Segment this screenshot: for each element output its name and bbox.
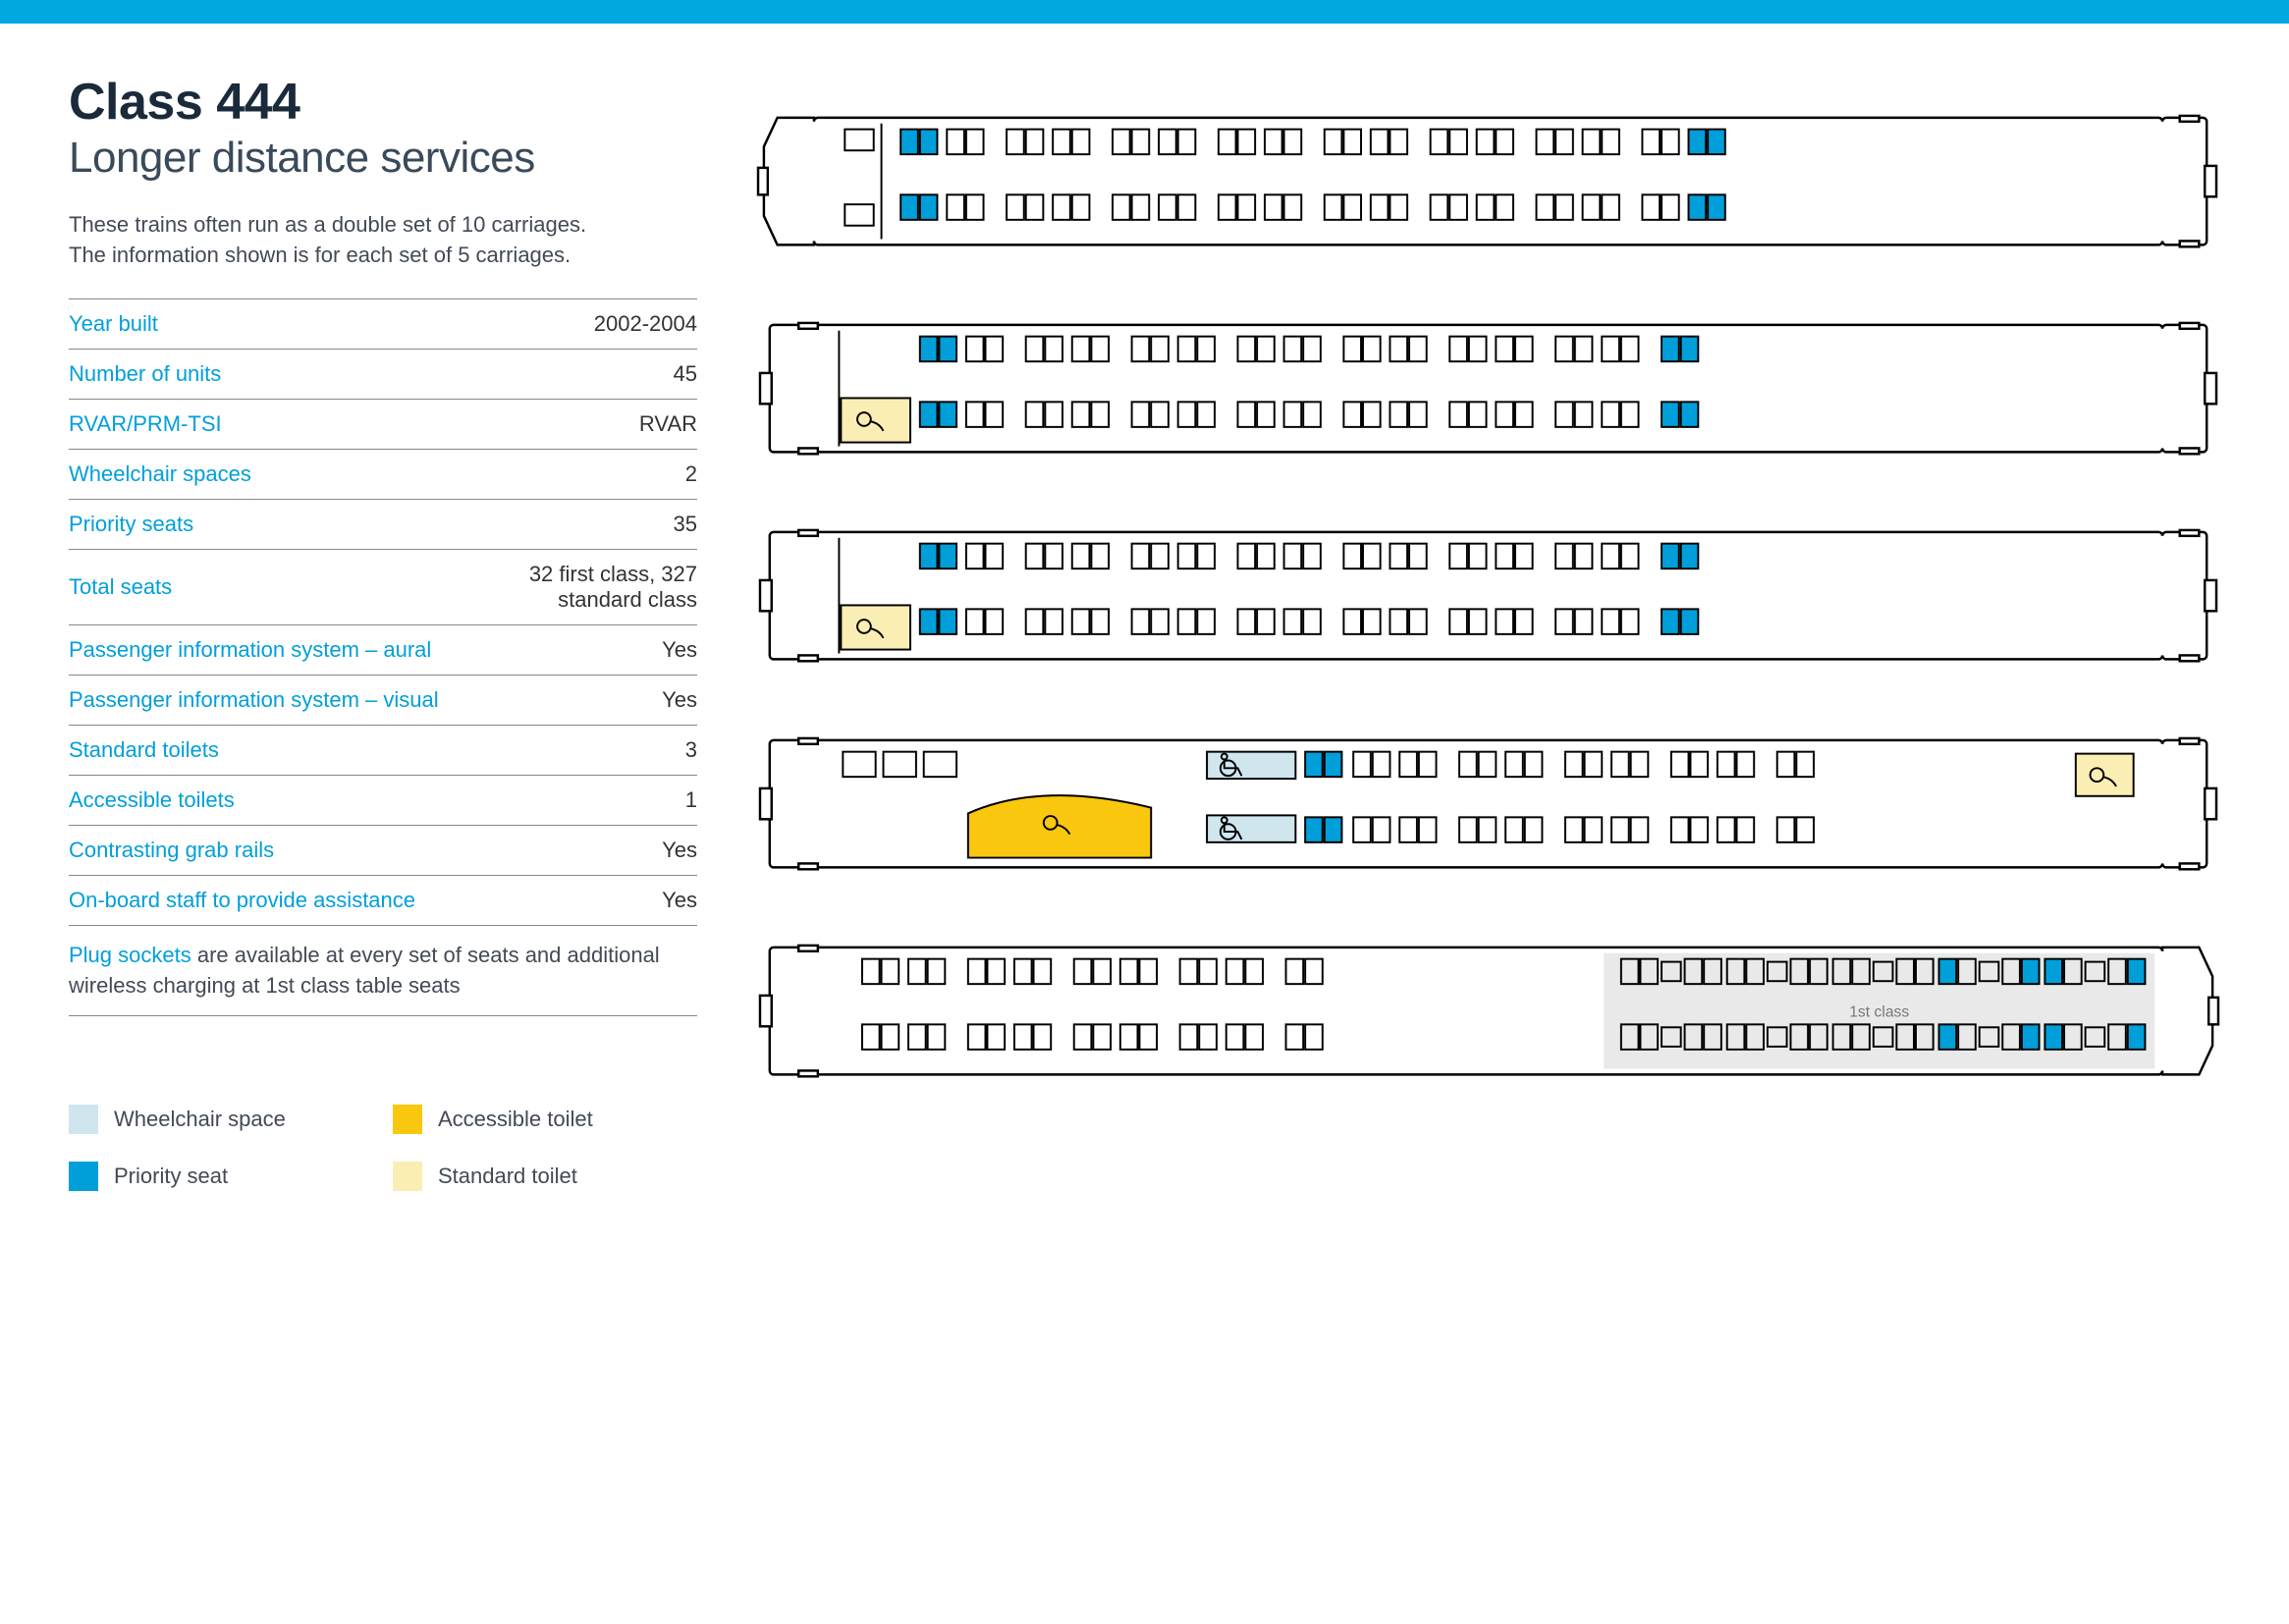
spec-label: Priority seats bbox=[69, 499, 446, 549]
spec-value: 45 bbox=[446, 349, 697, 399]
spec-row: Passenger information system – visualYes bbox=[69, 675, 697, 725]
spec-label: Contrasting grab rails bbox=[69, 825, 446, 875]
spec-row: Accessible toilets1 bbox=[69, 775, 697, 825]
spec-value: 32 first class, 327 standard class bbox=[446, 549, 697, 624]
spec-label: Accessible toilets bbox=[69, 775, 446, 825]
legend-swatch bbox=[69, 1105, 98, 1134]
spec-row: On-board staff to provide assistanceYes bbox=[69, 875, 697, 925]
legend-item: Wheelchair space bbox=[69, 1105, 373, 1134]
legend-label: Standard toilet bbox=[438, 1164, 577, 1189]
spec-row: Number of units45 bbox=[69, 349, 697, 399]
spec-label: On-board staff to provide assistance bbox=[69, 875, 446, 925]
carriage-car3 bbox=[756, 526, 2220, 667]
svg-text:1st class: 1st class bbox=[1849, 1003, 1909, 1020]
carriage-car2 bbox=[756, 319, 2220, 460]
carriage-car5: 1st class bbox=[756, 942, 2220, 1082]
spec-row: Passenger information system – auralYes bbox=[69, 624, 697, 675]
spec-value: 3 bbox=[446, 725, 697, 775]
spec-row: Total seats32 first class, 327 standard … bbox=[69, 549, 697, 624]
spec-value: 2002-2004 bbox=[446, 298, 697, 349]
spec-value: 1 bbox=[446, 775, 697, 825]
intro-text: These trains often run as a double set o… bbox=[69, 210, 697, 271]
legend-item: Priority seat bbox=[69, 1162, 373, 1191]
legend-swatch bbox=[69, 1162, 98, 1191]
spec-value: 35 bbox=[446, 499, 697, 549]
spec-table: Year built2002-2004Number of units45RVAR… bbox=[69, 298, 697, 926]
spec-row: Priority seats35 bbox=[69, 499, 697, 549]
spec-row: Wheelchair spaces2 bbox=[69, 449, 697, 499]
spec-label: Wheelchair spaces bbox=[69, 449, 446, 499]
spec-row: Year built2002-2004 bbox=[69, 298, 697, 349]
legend-item: Accessible toilet bbox=[393, 1105, 697, 1134]
page-subtitle: Longer distance services bbox=[69, 134, 697, 183]
spec-value: Yes bbox=[446, 825, 697, 875]
spec-value: RVAR bbox=[446, 399, 697, 449]
top-accent-bar bbox=[0, 0, 2289, 24]
spec-label: Number of units bbox=[69, 349, 446, 399]
legend-label: Accessible toilet bbox=[438, 1107, 593, 1132]
diagram-column: 1st class bbox=[756, 73, 2220, 1191]
legend-swatch bbox=[393, 1162, 422, 1191]
spec-label: Passenger information system – aural bbox=[69, 624, 446, 675]
legend-label: Priority seat bbox=[114, 1164, 228, 1189]
spec-value: Yes bbox=[446, 675, 697, 725]
spec-value: 2 bbox=[446, 449, 697, 499]
legend-item: Standard toilet bbox=[393, 1162, 697, 1191]
page-title: Class 444 bbox=[69, 73, 697, 132]
spec-row: RVAR/PRM-TSIRVAR bbox=[69, 399, 697, 449]
spec-row: Contrasting grab railsYes bbox=[69, 825, 697, 875]
legend-label: Wheelchair space bbox=[114, 1107, 286, 1132]
spec-label: Standard toilets bbox=[69, 725, 446, 775]
plug-sockets-note: Plug sockets are available at every set … bbox=[69, 926, 697, 1017]
spec-value: Yes bbox=[446, 875, 697, 925]
spec-value: Yes bbox=[446, 624, 697, 675]
carriage-car1 bbox=[756, 112, 2220, 252]
spec-label: Total seats bbox=[69, 549, 446, 624]
carriage-car4 bbox=[756, 734, 2220, 875]
spec-label: Passenger information system – visual bbox=[69, 675, 446, 725]
spec-label: RVAR/PRM-TSI bbox=[69, 399, 446, 449]
legend: Wheelchair space Accessible toilet Priorit… bbox=[69, 1105, 697, 1191]
info-column: Class 444 Longer distance services These… bbox=[69, 73, 697, 1191]
spec-label: Year built bbox=[69, 298, 446, 349]
page-content: Class 444 Longer distance services These… bbox=[0, 24, 2289, 1250]
legend-swatch bbox=[393, 1105, 422, 1134]
spec-row: Standard toilets3 bbox=[69, 725, 697, 775]
